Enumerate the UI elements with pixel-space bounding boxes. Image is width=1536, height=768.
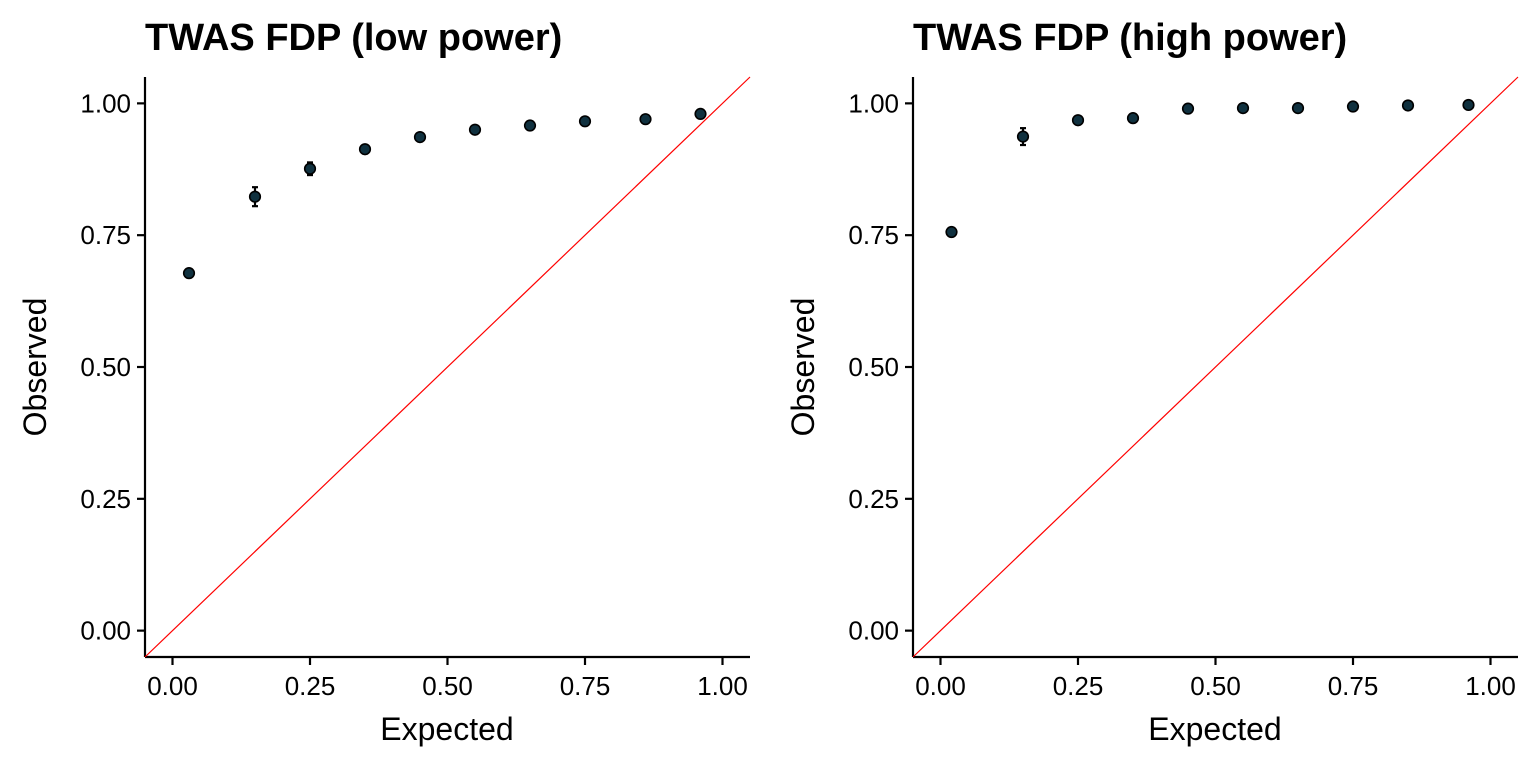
data-point (1462, 98, 1475, 112)
chart-panel-high-power: TWAS FDP (high power) 0.00 0.25 0.50 0.75 1.… (785, 17, 1519, 747)
data-point (1291, 102, 1305, 115)
x-tick-label: 0.75 (560, 671, 611, 701)
axis-ticks: 0.00 0.25 0.50 0.75 1.00 0.00 0.25 0.50 0.75 1.00 (80, 88, 747, 701)
data-point (1181, 102, 1195, 115)
data-point (1401, 99, 1415, 112)
data-point (1236, 102, 1250, 115)
x-tick-label: 0.00 (915, 671, 966, 701)
data-point (248, 190, 262, 203)
y-tick-label: 0.75 (80, 220, 131, 250)
x-tick-label: 0.00 (147, 671, 198, 701)
data-point (578, 115, 592, 128)
plot-marks (144, 76, 751, 658)
y-tick-label: 0.00 (848, 616, 899, 646)
y-tick-label: 0.25 (848, 484, 899, 514)
x-tick-label: 0.75 (1328, 671, 1379, 701)
y-tick-label: 0.50 (80, 352, 131, 382)
x-axis-title: Expected (1148, 711, 1281, 747)
data-point (413, 131, 427, 144)
data-point (694, 107, 707, 121)
data-point (1126, 112, 1140, 125)
y-tick-label: 1.00 (80, 88, 131, 118)
data-point (303, 162, 317, 175)
y-tick-label: 0.00 (80, 616, 131, 646)
y-tick-label: 0.75 (848, 220, 899, 250)
y-tick-label: 0.50 (848, 352, 899, 382)
data-point (1071, 114, 1085, 127)
axis-ticks: 0.00 0.25 0.50 0.75 1.00 0.00 0.25 0.50 0.75 1.00 (848, 88, 1515, 701)
data-point (1016, 130, 1030, 143)
data-point (639, 113, 652, 126)
data-point (1346, 100, 1360, 113)
x-tick-label: 0.25 (1053, 671, 1104, 701)
data-point (523, 119, 537, 132)
chart-title: TWAS FDP (high power) (913, 17, 1347, 59)
y-axis-title: Observed (17, 298, 53, 437)
x-tick-label: 1.00 (1465, 671, 1516, 701)
x-tick-label: 0.25 (285, 671, 336, 701)
data-point (945, 225, 958, 239)
data-point (182, 267, 196, 280)
reference-line (144, 76, 751, 658)
x-tick-label: 0.50 (1190, 671, 1241, 701)
data-point (358, 143, 372, 156)
x-axis-title: Expected (380, 711, 513, 747)
y-axis-title: Observed (785, 298, 821, 437)
x-tick-label: 1.00 (697, 671, 748, 701)
chart-title: TWAS FDP (low power) (145, 17, 562, 59)
y-tick-label: 0.25 (80, 484, 131, 514)
reference-line (912, 76, 1519, 658)
chart-panel-low-power: TWAS FDP (low power) 0.00 0.25 0.50 0.75 1.0… (17, 17, 751, 747)
x-tick-label: 0.50 (422, 671, 473, 701)
y-tick-label: 1.00 (848, 88, 899, 118)
plot-marks (912, 76, 1519, 658)
data-point (468, 123, 482, 136)
